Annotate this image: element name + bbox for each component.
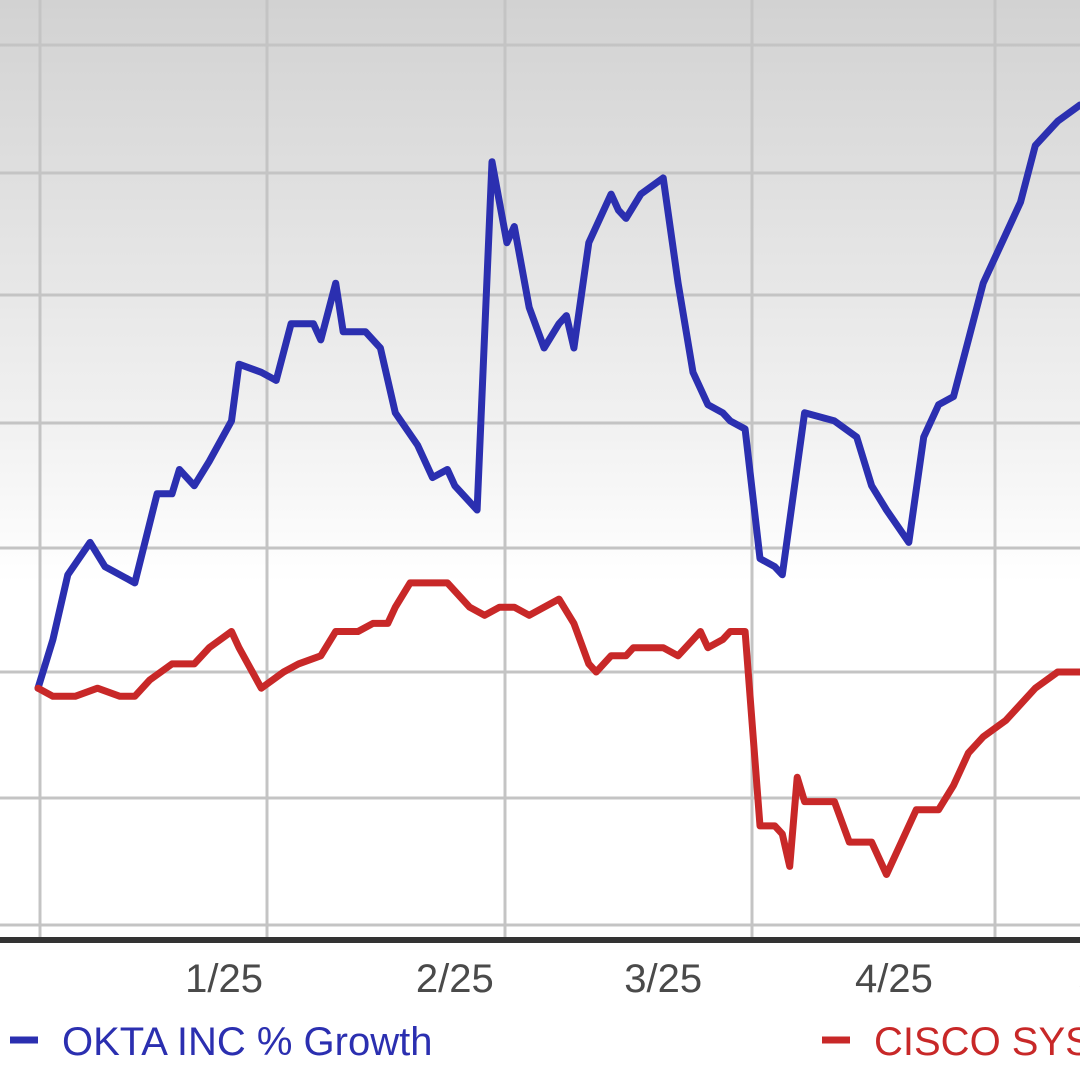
- series-line-cisco: [34, 579, 1080, 878]
- series-layer: [34, 101, 1080, 878]
- x-tick-label: 3/25: [624, 957, 702, 1001]
- series-line-okta: [34, 101, 1080, 692]
- legend-label: CISCO SYSTEMS % Growth: [874, 1020, 1080, 1064]
- x-tick-labels: 1/25 2/25 3/25 4/25 5/25: [185, 957, 1080, 1001]
- x-tick-label: 5/25: [1078, 957, 1080, 1001]
- legend: OKTA INC % Growth CISCO SYSTEMS % Growth: [10, 1020, 1080, 1064]
- gridlines: [0, 0, 1080, 940]
- x-tick-label: 2/25: [416, 957, 494, 1001]
- x-tick-label: 4/25: [855, 957, 933, 1001]
- legend-label: OKTA INC % Growth: [62, 1020, 432, 1064]
- x-tick-label: 1/25: [185, 957, 263, 1001]
